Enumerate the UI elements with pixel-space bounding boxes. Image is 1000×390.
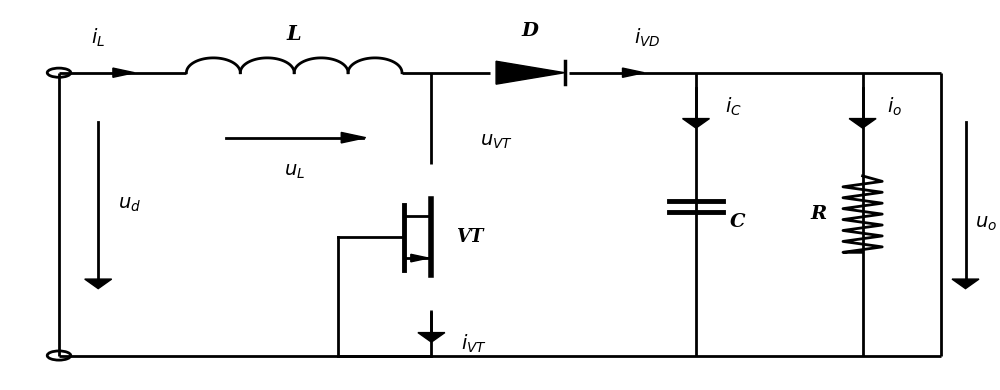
Text: $i_{VD}$: $i_{VD}$ — [634, 27, 660, 50]
Text: $i_{VT}$: $i_{VT}$ — [461, 333, 487, 355]
Text: $i_o$: $i_o$ — [887, 96, 902, 118]
Polygon shape — [952, 279, 979, 289]
Text: R: R — [810, 205, 827, 223]
Polygon shape — [85, 279, 112, 289]
Text: $u_{VT}$: $u_{VT}$ — [480, 132, 513, 151]
Text: L: L — [287, 25, 302, 44]
Polygon shape — [683, 119, 709, 128]
Polygon shape — [418, 333, 445, 342]
Text: $u_d$: $u_d$ — [118, 195, 141, 214]
Text: $u_L$: $u_L$ — [284, 163, 305, 181]
Polygon shape — [341, 133, 366, 143]
Text: C: C — [730, 213, 746, 231]
Text: $i_C$: $i_C$ — [725, 96, 742, 118]
Text: $i_L$: $i_L$ — [91, 27, 105, 50]
Text: VT: VT — [456, 228, 483, 246]
Text: D: D — [521, 22, 538, 40]
Polygon shape — [411, 254, 428, 262]
Polygon shape — [496, 61, 565, 84]
Text: $u_o$: $u_o$ — [975, 215, 997, 233]
Polygon shape — [622, 68, 644, 77]
Polygon shape — [113, 68, 134, 77]
Polygon shape — [849, 119, 876, 128]
